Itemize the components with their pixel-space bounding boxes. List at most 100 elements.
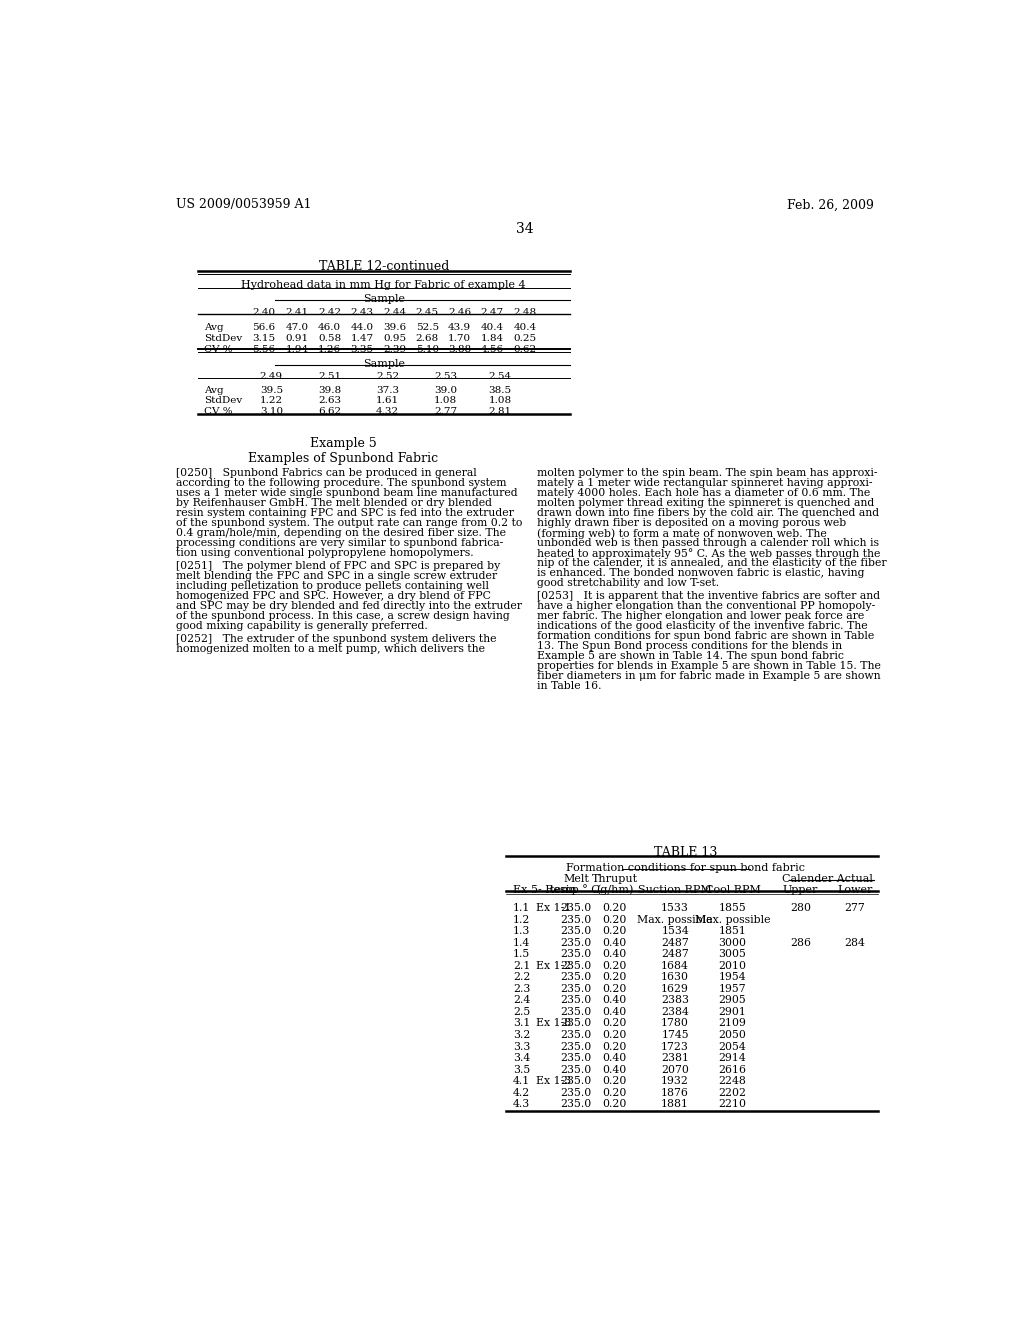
Text: 2.39: 2.39 [383,345,407,354]
Text: 5.10: 5.10 [416,345,438,354]
Text: 0.40: 0.40 [602,1065,627,1074]
Text: 4.56: 4.56 [480,345,504,354]
Text: in Table 16.: in Table 16. [538,681,602,692]
Text: 2.68: 2.68 [416,334,438,343]
Text: according to the following procedure. The spunbond system: according to the following procedure. Th… [176,478,507,488]
Text: 2010: 2010 [719,961,746,970]
Text: 43.9: 43.9 [449,323,471,333]
Text: 2054: 2054 [719,1041,746,1052]
Text: 0.62: 0.62 [513,345,537,354]
Text: CV %: CV % [204,345,232,354]
Text: 2.3: 2.3 [513,983,530,994]
Text: nip of the calender, it is annealed, and the elasticity of the fiber: nip of the calender, it is annealed, and… [538,558,887,568]
Text: 1.22: 1.22 [260,396,283,405]
Text: melt blending the FPC and SPC in a single screw extruder: melt blending the FPC and SPC in a singl… [176,572,498,581]
Text: and SPC may be dry blended and fed directly into the extruder: and SPC may be dry blended and fed direc… [176,601,522,611]
Text: 235.0: 235.0 [560,973,592,982]
Text: 3000: 3000 [719,937,746,948]
Text: 2.2: 2.2 [513,973,530,982]
Text: 235.0: 235.0 [560,1030,592,1040]
Text: 235.0: 235.0 [560,949,592,960]
Text: 1745: 1745 [662,1030,689,1040]
Text: formation conditions for spun bond fabric are shown in Table: formation conditions for spun bond fabri… [538,631,874,642]
Text: 2487: 2487 [662,937,689,948]
Text: molten polymer to the spin beam. The spin beam has approxi-: molten polymer to the spin beam. The spi… [538,469,878,478]
Text: 39.5: 39.5 [260,385,283,395]
Text: Upper: Upper [783,884,818,895]
Text: 1855: 1855 [719,903,746,913]
Text: 1.70: 1.70 [449,334,471,343]
Text: 39.0: 39.0 [434,385,458,395]
Text: 1881: 1881 [662,1100,689,1109]
Text: 3.2: 3.2 [513,1030,530,1040]
Text: 0.20: 0.20 [602,983,627,994]
Text: 2914: 2914 [719,1053,746,1063]
Text: 235.0: 235.0 [560,927,592,936]
Text: 2.42: 2.42 [317,308,341,317]
Text: 2.81: 2.81 [488,407,512,416]
Text: Calender Actual: Calender Actual [782,874,873,883]
Text: 2.43: 2.43 [350,308,374,317]
Text: 2.49: 2.49 [260,372,283,380]
Text: 1629: 1629 [662,983,689,994]
Text: 235.0: 235.0 [560,995,592,1006]
Text: 0.25: 0.25 [513,334,537,343]
Text: 1780: 1780 [662,1019,689,1028]
Text: 1723: 1723 [662,1041,689,1052]
Text: tion using conventional polypropylene homopolymers.: tion using conventional polypropylene ho… [176,548,474,558]
Text: 1.2: 1.2 [513,915,530,924]
Text: 1684: 1684 [662,961,689,970]
Text: 2.54: 2.54 [488,372,512,380]
Text: 56.6: 56.6 [252,323,275,333]
Text: 1954: 1954 [719,973,746,982]
Text: 40.4: 40.4 [480,323,504,333]
Text: 0.91: 0.91 [286,334,308,343]
Text: (g/hm): (g/hm) [596,884,634,895]
Text: 6.62: 6.62 [317,407,341,416]
Text: Avg: Avg [204,385,223,395]
Text: highly drawn fiber is deposited on a moving porous web: highly drawn fiber is deposited on a mov… [538,517,847,528]
Text: [0253]   It is apparent that the inventive fabrics are softer and: [0253] It is apparent that the inventive… [538,591,881,601]
Text: 0.20: 0.20 [602,1100,627,1109]
Text: mately 4000 holes. Each hole has a diameter of 0.6 mm. The: mately 4000 holes. Each hole has a diame… [538,488,870,498]
Text: Hydrohead data in mm Hg for Fabric of example 4: Hydrohead data in mm Hg for Fabric of ex… [242,280,526,290]
Text: [0252]   The extruder of the spunbond system delivers the: [0252] The extruder of the spunbond syst… [176,635,497,644]
Text: properties for blends in Example 5 are shown in Table 15. The: properties for blends in Example 5 are s… [538,661,881,671]
Text: 2905: 2905 [719,995,746,1006]
Text: 3.15: 3.15 [252,334,275,343]
Text: Max. possible: Max. possible [637,915,713,924]
Text: 1.08: 1.08 [434,396,458,405]
Text: 1.08: 1.08 [488,396,512,405]
Text: 40.4: 40.4 [513,323,537,333]
Text: 0.20: 0.20 [602,1030,627,1040]
Text: Ex 1-3: Ex 1-3 [536,1076,571,1086]
Text: 235.0: 235.0 [560,1053,592,1063]
Text: 1.84: 1.84 [480,334,504,343]
Text: have a higher elongation than the conventional PP homopoly-: have a higher elongation than the conven… [538,601,876,611]
Text: Ex 5- Resin: Ex 5- Resin [513,884,577,895]
Text: [0250]   Spunbond Fabrics can be produced in general: [0250] Spunbond Fabrics can be produced … [176,469,477,478]
Text: fiber diameters in μm for fabric made in Example 5 are shown: fiber diameters in μm for fabric made in… [538,671,881,681]
Text: 235.0: 235.0 [560,915,592,924]
Text: 2.4: 2.4 [513,995,530,1006]
Text: StdDev: StdDev [204,334,243,343]
Text: 235.0: 235.0 [560,1100,592,1109]
Text: 1533: 1533 [662,903,689,913]
Text: 2.45: 2.45 [416,308,438,317]
Text: 2070: 2070 [662,1065,689,1074]
Text: Thruput: Thruput [592,874,638,883]
Text: 0.40: 0.40 [602,937,627,948]
Text: Examples of Spunbond Fabric: Examples of Spunbond Fabric [249,451,438,465]
Text: Melt: Melt [563,874,589,883]
Text: 235.0: 235.0 [560,1088,592,1098]
Text: mately a 1 meter wide rectangular spinneret having approxi-: mately a 1 meter wide rectangular spinne… [538,478,872,488]
Text: 4.3: 4.3 [513,1100,530,1109]
Text: 1630: 1630 [662,973,689,982]
Text: 235.0: 235.0 [560,1076,592,1086]
Text: Ex 1-1: Ex 1-1 [536,903,571,913]
Text: 3.10: 3.10 [260,407,283,416]
Text: 1.1: 1.1 [513,903,530,913]
Text: 13. The Spun Bond process conditions for the blends in: 13. The Spun Bond process conditions for… [538,642,843,651]
Text: 2210: 2210 [719,1100,746,1109]
Text: 34: 34 [516,222,534,235]
